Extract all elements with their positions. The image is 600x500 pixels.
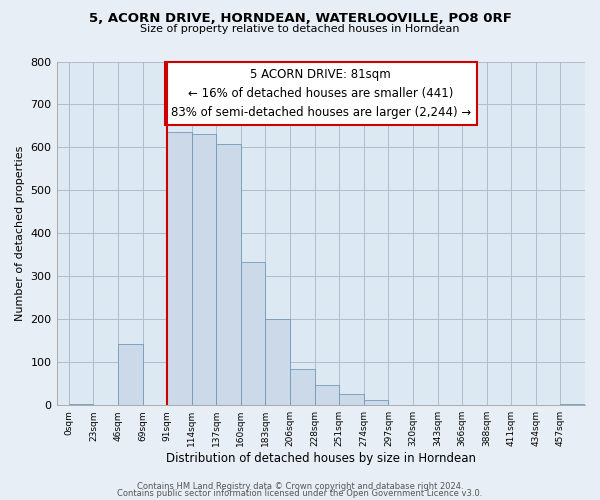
Text: Size of property relative to detached houses in Horndean: Size of property relative to detached ho… [140, 24, 460, 34]
Bar [560, 404, 585, 405]
Bar [265, 319, 290, 405]
Bar [167, 132, 192, 405]
Bar [339, 394, 364, 405]
Text: Contains public sector information licensed under the Open Government Licence v3: Contains public sector information licen… [118, 488, 482, 498]
X-axis label: Distribution of detached houses by size in Horndean: Distribution of detached houses by size … [166, 452, 476, 465]
Text: 5 ACORN DRIVE: 81sqm
← 16% of detached houses are smaller (441)
83% of semi-deta: 5 ACORN DRIVE: 81sqm ← 16% of detached h… [170, 68, 471, 120]
Bar [192, 134, 217, 405]
Bar [290, 369, 314, 405]
Bar [241, 262, 265, 405]
Bar [118, 344, 143, 405]
Text: 5, ACORN DRIVE, HORNDEAN, WATERLOOVILLE, PO8 0RF: 5, ACORN DRIVE, HORNDEAN, WATERLOOVILLE,… [89, 12, 511, 26]
Y-axis label: Number of detached properties: Number of detached properties [15, 146, 25, 321]
Bar [69, 404, 94, 405]
Bar [217, 144, 241, 405]
Bar [314, 386, 339, 405]
Bar [364, 400, 388, 405]
Text: Contains HM Land Registry data © Crown copyright and database right 2024.: Contains HM Land Registry data © Crown c… [137, 482, 463, 491]
